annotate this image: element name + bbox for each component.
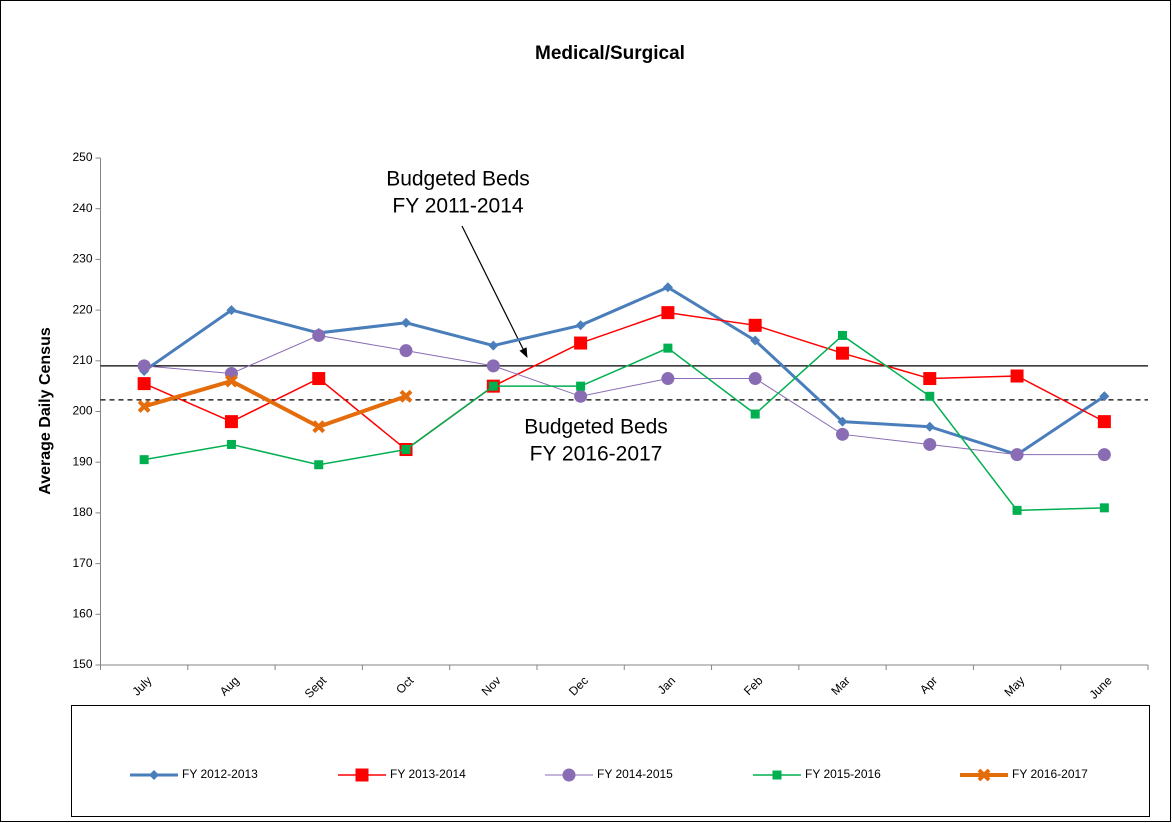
marker (312, 420, 326, 434)
y-tick-label: 180 (72, 505, 92, 519)
legend-box (71, 705, 1150, 817)
chart-title: Medical/Surgical (535, 43, 685, 64)
y-tick-label: 210 (72, 353, 92, 367)
legend-label: FY 2015-2016 (805, 767, 881, 781)
marker (312, 328, 326, 342)
marker (576, 381, 586, 391)
reference-label: FY 2011-2014 (392, 195, 523, 218)
y-tick-label: 240 (72, 201, 92, 215)
marker (1010, 369, 1024, 383)
marker (137, 400, 151, 413)
marker (224, 415, 238, 429)
y-tick-label: 160 (72, 606, 92, 620)
series-line (144, 334, 1105, 456)
marker (837, 416, 848, 427)
y-tick-label: 250 (72, 150, 92, 164)
marker (149, 770, 159, 780)
marker (314, 460, 324, 470)
marker (312, 372, 326, 386)
series-line (143, 285, 1106, 457)
marker (399, 389, 413, 403)
reference-label: Budgeted Beds (524, 416, 668, 439)
y-axis-label: Average Daily Census (37, 327, 54, 495)
annotation-arrow (461, 225, 528, 358)
marker (486, 359, 500, 373)
legend-label: FY 2014-2015 (597, 767, 673, 781)
y-tick-label: 220 (72, 302, 92, 316)
legend-label: FY 2012-2013 (182, 767, 258, 781)
marker (661, 372, 675, 386)
marker (137, 359, 151, 373)
legend-label: FY 2016-2017 (1012, 767, 1088, 781)
y-tick-label: 170 (72, 556, 92, 570)
marker (1010, 448, 1024, 462)
marker (661, 306, 675, 320)
marker (139, 455, 149, 465)
y-tick-label: 150 (72, 657, 92, 671)
y-tick-label: 200 (72, 404, 92, 418)
marker (663, 343, 673, 353)
series-line (144, 334, 1105, 512)
y-tick-label: 190 (72, 454, 92, 468)
marker (925, 391, 935, 401)
marker (923, 372, 937, 386)
marker (748, 318, 762, 332)
marker (1097, 415, 1111, 429)
reference-label: FY 2016-2017 (530, 443, 663, 466)
marker (574, 336, 588, 350)
marker (574, 389, 588, 403)
marker (1012, 505, 1022, 515)
marker (835, 346, 849, 360)
marker (835, 427, 849, 441)
marker (837, 330, 847, 340)
marker (750, 335, 761, 346)
marker (355, 768, 369, 782)
series-line (143, 311, 1105, 451)
marker (1099, 391, 1110, 402)
marker (225, 374, 238, 388)
marker (750, 409, 760, 419)
series-line (143, 378, 407, 429)
marker (1099, 503, 1109, 513)
marker (1097, 448, 1111, 462)
marker (748, 372, 762, 386)
marker (575, 320, 586, 331)
marker (562, 768, 576, 782)
marker (977, 768, 991, 782)
marker (662, 282, 673, 293)
marker (923, 437, 937, 451)
marker (924, 421, 935, 432)
marker (226, 439, 236, 449)
marker (401, 445, 411, 455)
marker (399, 344, 413, 358)
marker (488, 340, 499, 351)
marker (226, 305, 237, 316)
reference-label: Budgeted Beds (386, 168, 530, 191)
marker (772, 770, 782, 780)
marker (137, 377, 151, 391)
legend-label: FY 2013-2014 (390, 767, 466, 781)
marker (401, 317, 412, 328)
y-tick-label: 230 (72, 252, 92, 266)
marker (488, 381, 498, 391)
